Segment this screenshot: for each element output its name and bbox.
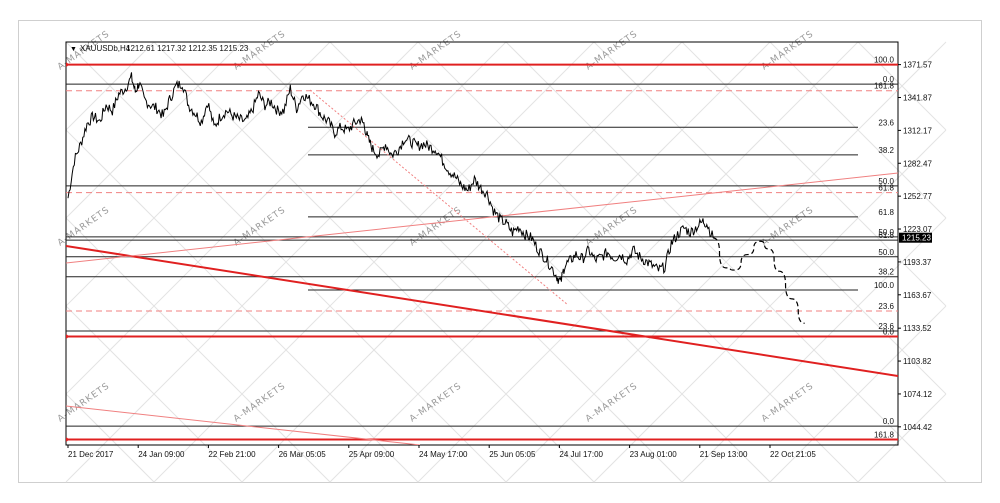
fib-level-label-15: 0.0 (883, 328, 895, 337)
fib-level-label-16: 0.0 (883, 417, 895, 426)
y-tick-label-8: 1133.52 (903, 324, 932, 333)
current-price-tag: 1215.23 (899, 232, 932, 243)
ohlc-values: 1212.61 1217.32 1212.35 1215.23 (126, 44, 249, 53)
y-tick-label-9: 1103.82 (903, 357, 932, 366)
trendline-red-descending[interactable] (66, 245, 898, 377)
fib-anchor-dot-17[interactable] (64, 437, 68, 442)
trendline-pink-ascending[interactable] (66, 172, 898, 264)
symbol-label: XAUUSDb,H4 (80, 44, 131, 53)
x-tick-label-2: 22 Feb 21:00 (208, 450, 256, 459)
fib-level-label-6: 61.8 (878, 184, 894, 193)
fib-anchor-dot-15[interactable] (64, 334, 68, 339)
x-tick-label-8: 23 Aug 01:00 (630, 450, 678, 459)
fib-level-label-7: 61.8 (878, 208, 894, 217)
fib-level-label-14: 23.6 (878, 322, 894, 331)
y-tick-label-7: 1163.67 (903, 291, 932, 300)
x-tick-label-6: 25 Jun 05:05 (489, 450, 536, 459)
x-tick-label-0: 21 Dec 2017 (68, 450, 114, 459)
trend-lines[interactable] (66, 89, 898, 445)
fib-anchor-dot-0[interactable] (64, 62, 68, 67)
watermark-text-12: A-MARKETS (760, 29, 816, 72)
watermark-text-6: A-MARKETS (408, 29, 464, 72)
watermark-text-1: A-MARKETS (56, 205, 112, 248)
fib-level-label-4: 38.2 (878, 146, 894, 155)
y-tick-label-3: 1282.47 (903, 159, 932, 168)
x-tick-label-1: 24 Jan 09:00 (138, 450, 185, 459)
fib-level-label-17: 161.8 (874, 430, 895, 439)
x-tick-label-3: 26 Mar 05:05 (279, 450, 327, 459)
x-tick-label-5: 24 May 17:00 (419, 450, 468, 459)
x-tick-label-10: 22 Oct 21:05 (770, 450, 816, 459)
x-tick-label-9: 21 Sep 13:00 (700, 450, 748, 459)
chart-frame (18, 20, 982, 483)
x-tick-label-7: 24 Jul 17:00 (559, 450, 603, 459)
fib-level-label-5: 50.0 (878, 177, 894, 186)
watermark-layer: A-MARKETS A-MARKETS A-MARKETS A-MARKETS A-MA… (56, 29, 947, 483)
fib-level-label-13: 23.6 (878, 302, 894, 311)
fib-level-label-12: 100.0 (874, 281, 895, 290)
fib-level-label-0: 100.0 (874, 56, 895, 65)
fib-level-label-1: 161.8 (874, 82, 895, 91)
watermark-text-14: A-MARKETS (760, 381, 816, 424)
fib-level-label-8: 50.0 (878, 228, 894, 237)
triangle-marker-icon[interactable]: ▼ (70, 46, 77, 53)
y-tick-label-2: 1312.17 (903, 126, 932, 135)
current-price-value: 1215.23 (902, 234, 931, 243)
y-tick-label-1: 1341.87 (903, 94, 932, 103)
price-series-line[interactable] (67, 72, 714, 284)
y-tick-label-6: 1193.37 (903, 258, 932, 267)
watermark-text-10: A-MARKETS (584, 205, 640, 248)
y-tick-label-4: 1252.77 (903, 192, 932, 201)
y-tick-label-10: 1074.12 (903, 390, 932, 399)
fib-level-label-10: 50.0 (878, 248, 894, 257)
time-axis[interactable]: 21 Dec 2017 24 Jan 09:00 22 Feb 21:00 26 Ma… (67, 445, 816, 459)
x-tick-label-4: 25 Apr 09:00 (349, 450, 395, 459)
watermark-text-11: A-MARKETS (584, 381, 640, 424)
plot-area[interactable] (65, 41, 899, 446)
projection-path[interactable] (713, 237, 805, 324)
fib-level-label-3: 23.6 (878, 118, 894, 127)
fibonacci-levels[interactable]: 100.0161.80.023.638.250.061.861.850.061.… (64, 56, 898, 442)
y-tick-label-11: 1044.42 (903, 423, 932, 432)
watermark-text-13: A-MARKETS (760, 205, 816, 248)
fib-level-label-9: 61.8 (878, 231, 894, 240)
fib-level-label-11: 38.2 (878, 268, 894, 277)
watermark-text-9: A-MARKETS (584, 29, 640, 72)
trendline-pink-lower[interactable] (66, 405, 421, 445)
price-axis[interactable]: 1371.57 1341.87 1312.17 1282.47 1252.77 1223.… (898, 61, 932, 432)
watermark-text-8: A-MARKETS (408, 381, 464, 424)
fib-level-label-2: 0.0 (883, 75, 895, 84)
watermark-text-2: A-MARKETS (56, 381, 112, 424)
y-tick-label-0: 1371.57 (903, 61, 932, 70)
watermark-text-5: A-MARKETS (232, 381, 288, 424)
y-tick-label-5: 1223.07 (903, 225, 932, 234)
